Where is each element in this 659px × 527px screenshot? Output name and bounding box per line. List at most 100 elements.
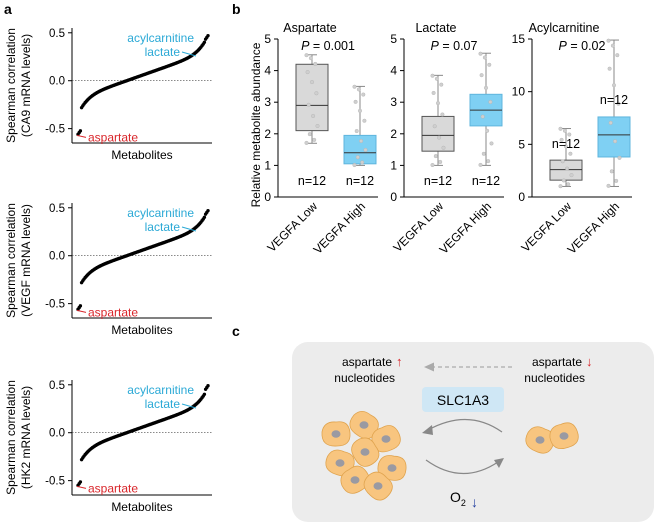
- sample-point: [360, 160, 365, 165]
- category-label: VEGFA High: [565, 199, 623, 257]
- sample-point: [568, 151, 573, 156]
- category-label: VEGFA High: [311, 199, 369, 257]
- sample-point: [352, 163, 357, 168]
- lower-cycle-arrow: [425, 459, 499, 475]
- lactate-label: lactate: [145, 397, 181, 411]
- cell-nucleus: [335, 459, 345, 467]
- sample-point: [484, 85, 489, 90]
- box-high: [597, 116, 631, 158]
- acylcarnitine-label: acylcarnitine: [127, 383, 194, 397]
- lactate-label: lactate: [145, 45, 181, 59]
- y-axis-label-line2: (VEGF mRNA levels): [19, 204, 33, 317]
- sample-point: [354, 129, 359, 134]
- y-tick-label: 1: [264, 158, 271, 172]
- data-point: [206, 208, 210, 213]
- sample-point: [430, 73, 435, 78]
- lactate-arrow: [181, 51, 197, 57]
- sample-point: [310, 80, 315, 85]
- upper-cycle-arrow: [427, 418, 503, 433]
- sample-point: [362, 118, 367, 123]
- p-value-label: P = 0.02: [559, 39, 606, 53]
- sample-point: [559, 137, 564, 142]
- sample-point: [487, 62, 492, 67]
- sample-point: [606, 38, 611, 43]
- x-axis-label: Metabolites: [111, 148, 172, 162]
- sample-point: [566, 182, 571, 187]
- sample-point: [359, 139, 364, 144]
- sample-point: [613, 139, 618, 144]
- sample-point: [480, 114, 485, 119]
- y-tick-label: 5: [264, 32, 271, 46]
- x-axis-label: Metabolites: [111, 500, 172, 514]
- y-tick-label: 4: [390, 64, 397, 78]
- y-tick-label: 10: [512, 85, 526, 99]
- sample-point: [363, 147, 368, 152]
- panel-a-plot-vegf: 0.5 0.0 -0.5 Spearman correlation (VEGF mRNA…: [4, 203, 212, 337]
- n-label: n=12: [346, 174, 374, 188]
- y-axis-label-line1: Spearman correlation: [4, 28, 18, 143]
- sample-point: [441, 145, 446, 150]
- data-point: [202, 392, 207, 396]
- sample-point: [567, 132, 572, 137]
- sample-point: [356, 87, 361, 92]
- y-tick-label: -0.5: [45, 124, 65, 136]
- y-axis-label-line1: Spearman correlation: [4, 380, 18, 495]
- sample-point: [609, 169, 614, 174]
- category-label: VEGFA High: [437, 199, 495, 257]
- panel-c-diagram: aspartate ↑ nucleotides aspartate ↓ nucl…: [292, 342, 654, 522]
- sample-point: [488, 99, 493, 104]
- cell-nucleus: [331, 430, 341, 438]
- aspartate-arrow: [76, 309, 87, 313]
- sample-point: [610, 43, 615, 48]
- sample-point: [558, 126, 563, 131]
- sample-point: [614, 178, 619, 183]
- y-tick-label: 5: [518, 137, 525, 151]
- y-tick-label: 0.5: [49, 28, 65, 40]
- sample-point: [615, 53, 620, 58]
- cell-nucleus: [373, 482, 383, 490]
- sample-point: [433, 154, 438, 159]
- y-tick-label: 0.0: [49, 251, 65, 263]
- aspartate-label: aspartate: [88, 481, 138, 495]
- slc1a3-label: SLC1A3: [437, 392, 489, 408]
- sample-point: [479, 73, 484, 78]
- sample-point: [432, 124, 437, 129]
- y-tick-label: 0: [264, 190, 271, 204]
- y-tick-label: 1: [390, 158, 397, 172]
- cell-nucleus: [559, 432, 569, 440]
- acylcarnitine-label: acylcarnitine: [127, 206, 194, 220]
- n-label: n=12: [600, 93, 628, 107]
- sample-point: [607, 66, 612, 71]
- y-tick-label: -0.5: [45, 476, 65, 488]
- sample-point: [358, 108, 363, 113]
- aspartate-arrow: [76, 485, 87, 489]
- sample-point: [562, 128, 567, 133]
- data-point: [206, 33, 210, 38]
- aspartate-arrow: [76, 134, 87, 138]
- sample-point: [489, 141, 494, 146]
- oxygen-down-arrow: ↓: [471, 494, 478, 510]
- y-tick-label: 4: [264, 64, 271, 78]
- n-label: n=12: [424, 174, 452, 188]
- sample-point: [612, 83, 617, 88]
- n-label: n=12: [472, 174, 500, 188]
- y-tick-label: 0.0: [49, 76, 65, 88]
- y-tick-label: 0.5: [49, 203, 65, 215]
- sample-point: [478, 162, 483, 167]
- data-point: [78, 480, 83, 484]
- sample-point: [437, 135, 442, 140]
- left-up-arrow: ↑: [396, 354, 403, 369]
- x-axis-label: Metabolites: [111, 323, 172, 337]
- sample-point: [305, 70, 310, 75]
- panel-a-letter: a: [4, 1, 12, 17]
- cell-nucleus: [360, 448, 370, 456]
- y-tick-label: 0: [390, 190, 397, 204]
- dashed-arrow-head: [424, 362, 434, 372]
- sample-point: [361, 92, 366, 97]
- y-tick-label: 15: [512, 32, 526, 46]
- sample-point: [606, 183, 611, 188]
- sample-point: [486, 159, 491, 164]
- left-aspartate-label: aspartate: [342, 355, 392, 369]
